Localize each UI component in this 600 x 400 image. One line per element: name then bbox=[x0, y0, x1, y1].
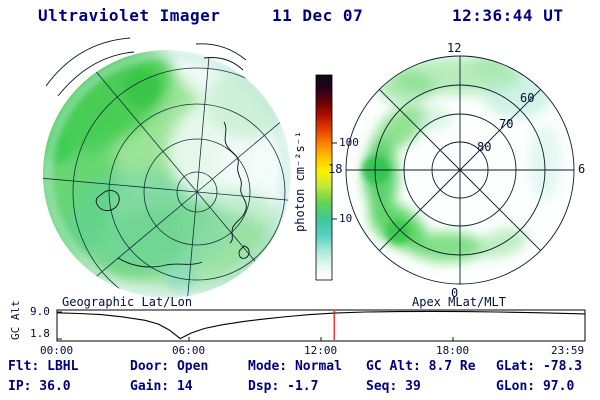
status-ip: IP: 36.0 bbox=[8, 379, 71, 394]
status-mode: Mode: Normal bbox=[248, 359, 342, 374]
xtick-1200: 12:00 bbox=[304, 344, 338, 357]
status-glon: GLon: 97.0 bbox=[496, 379, 575, 394]
mlt-label-18: 18 bbox=[328, 162, 343, 176]
colorbar-tick-100: 100 bbox=[339, 136, 359, 149]
coastline-overlay bbox=[95, 121, 250, 268]
altitude-curve bbox=[56, 310, 586, 340]
instrument-title: Ultraviolet Imager bbox=[38, 6, 221, 25]
status-gain: Gain: 14 bbox=[130, 379, 193, 394]
mlt-label-0: 0 bbox=[451, 286, 459, 300]
status-flt: Flt: LBHL bbox=[8, 359, 79, 374]
left-panel-caption: Geographic Lat/Lon bbox=[62, 295, 193, 309]
xtick-2359: 23:59 bbox=[551, 344, 585, 357]
xtick-0000: 00:00 bbox=[40, 344, 74, 357]
mlt-label-12: 12 bbox=[447, 41, 462, 55]
colorbar bbox=[315, 74, 337, 281]
time-label: 12:36:44 UT bbox=[452, 6, 564, 25]
ytick-9-0: 9.0 bbox=[30, 305, 50, 318]
right-panel-caption: Apex MLat/MLT bbox=[412, 295, 506, 309]
mlat-label-70: 70 bbox=[499, 117, 514, 131]
status-gc-alt: GC Alt: 8.7 Re bbox=[366, 359, 476, 374]
mlt-label-6: 6 bbox=[578, 162, 586, 176]
gc-alt-axis-label: GC Alt bbox=[9, 300, 22, 340]
outside-grid-arcs bbox=[45, 37, 247, 97]
strip-chart-frame bbox=[56, 309, 586, 342]
status-seq: Seq: 39 bbox=[366, 379, 421, 394]
date-label: 11 Dec 07 bbox=[272, 6, 364, 25]
status-door: Door: Open bbox=[130, 359, 209, 374]
mlat-label-60: 60 bbox=[520, 91, 535, 105]
apex-grid bbox=[345, 55, 575, 285]
status-glat: GLat: -78.3 bbox=[496, 359, 583, 374]
ytick-1-8: 1.8 bbox=[30, 327, 50, 340]
xtick-1800: 18:00 bbox=[436, 344, 470, 357]
status-dsp: Dsp: -1.7 bbox=[248, 379, 319, 394]
colorbar-tick-10: 10 bbox=[339, 212, 353, 225]
apex-image bbox=[345, 55, 575, 285]
colorbar-units-label: photon cm⁻²s⁻¹ bbox=[293, 130, 307, 232]
strip-chart bbox=[56, 309, 586, 342]
mlat-label-80: 80 bbox=[477, 140, 492, 154]
xtick-0600: 06:00 bbox=[172, 344, 206, 357]
